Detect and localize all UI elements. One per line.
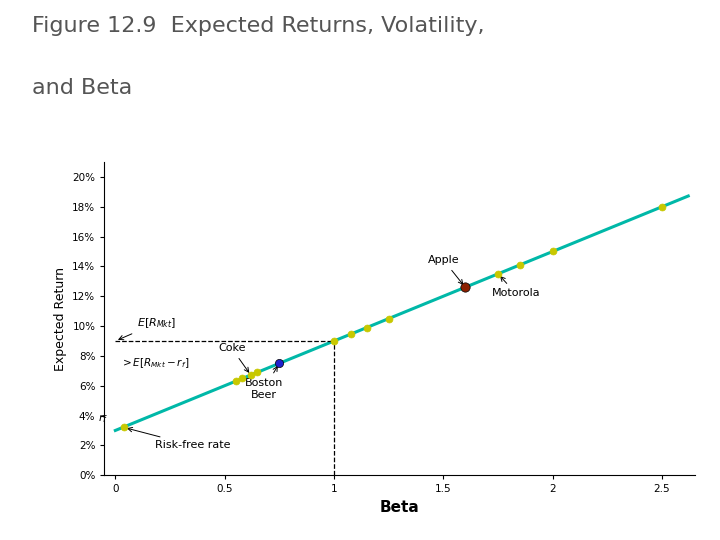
Point bbox=[514, 261, 526, 269]
Point bbox=[245, 371, 256, 380]
Point bbox=[346, 329, 357, 338]
Point bbox=[118, 423, 130, 432]
Text: Coke: Coke bbox=[218, 343, 248, 372]
Text: and Beta: and Beta bbox=[32, 78, 132, 98]
Text: Figure 12.9  Expected Returns, Volatility,: Figure 12.9 Expected Returns, Volatility… bbox=[32, 16, 485, 36]
Point bbox=[459, 283, 471, 292]
Point bbox=[274, 359, 285, 368]
Text: Boston
Beer: Boston Beer bbox=[245, 367, 283, 400]
Text: Apple: Apple bbox=[428, 255, 463, 284]
Text: $E[R_{Mkt}]$: $E[R_{Mkt}]$ bbox=[119, 316, 176, 340]
Text: $r_f$: $r_f$ bbox=[99, 413, 109, 426]
X-axis label: Beta: Beta bbox=[379, 500, 420, 515]
Point bbox=[252, 368, 264, 376]
Point bbox=[236, 374, 248, 382]
Point bbox=[492, 269, 504, 278]
Point bbox=[383, 314, 395, 323]
Text: Risk-free rate: Risk-free rate bbox=[128, 428, 230, 450]
Point bbox=[230, 377, 241, 386]
Point bbox=[656, 202, 667, 211]
Point bbox=[361, 323, 372, 332]
Text: $>E[R_{Mkt}-r_f]$: $>E[R_{Mkt}-r_f]$ bbox=[120, 356, 189, 370]
Point bbox=[547, 247, 559, 256]
Point bbox=[328, 336, 340, 345]
Y-axis label: Expected Return: Expected Return bbox=[54, 267, 67, 370]
Text: Motorola: Motorola bbox=[492, 276, 540, 298]
